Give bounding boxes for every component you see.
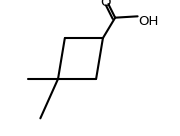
Text: O: O: [101, 0, 111, 9]
Text: OH: OH: [138, 15, 159, 28]
